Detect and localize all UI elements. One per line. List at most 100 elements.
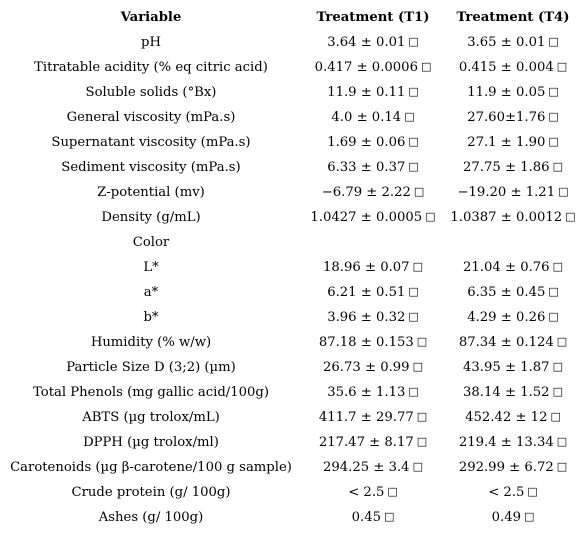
- missing-glyph-icon: □: [404, 110, 415, 123]
- table-row: a* 6.21 ± 0.51 □ 6.35 ± 0.45 □: [0, 280, 582, 305]
- table-row: Particle Size D (3;2) (µm) 26.73 ± 0.99 □ 4…: [0, 355, 582, 380]
- missing-glyph-icon: □: [556, 460, 568, 473]
- t1-value-cell: 0.45 □: [302, 510, 444, 525]
- missing-glyph-icon: □: [420, 60, 432, 73]
- t1-value-cell: 1.69 ± 0.06 □: [302, 135, 444, 150]
- table-row: b* 3.96 ± 0.32 □ 4.29 ± 0.26 □: [0, 305, 582, 330]
- t4-value: 27.60±1.76: [467, 110, 546, 125]
- t1-value-cell: 294.25 ± 3.4 □: [302, 460, 444, 475]
- missing-glyph-icon: □: [408, 85, 419, 98]
- variable-cell: ABTS (µg trolox/mL): [82, 410, 220, 425]
- t4-value-cell: 452.42 ± 12 □: [444, 410, 582, 425]
- t1-value: < 2.5: [348, 485, 385, 500]
- t4-value-cell: 38.14 ± 1.52 □: [444, 385, 582, 400]
- t4-value-cell: 1.0387 ± 0.0012 □: [444, 210, 582, 225]
- t1-value-cell: 3.96 ± 0.32 □: [302, 310, 444, 325]
- t4-value: 292.99 ± 6.72: [458, 460, 554, 475]
- table-row: Supernatant viscosity (mPa.s) 1.69 ± 0.06…: [0, 130, 582, 155]
- missing-glyph-icon: □: [527, 485, 538, 498]
- t1-value: 294.25 ± 3.4: [323, 460, 410, 475]
- t4-value: 21.04 ± 0.76: [463, 260, 550, 275]
- t4-value: 452.42 ± 12: [465, 410, 548, 425]
- t1-value-cell: 18.96 ± 0.07 □: [302, 260, 444, 275]
- t4-value: 0.49: [491, 510, 521, 525]
- t4-value-cell: 43.95 ± 1.87 □: [444, 360, 582, 375]
- missing-glyph-icon: □: [408, 35, 419, 48]
- t4-value-cell: −19.20 ± 1.21 □: [444, 185, 582, 200]
- variable-cell: Sediment viscosity (mPa.s): [61, 160, 241, 175]
- t1-value: 4.0 ± 0.14: [331, 110, 402, 125]
- t4-value: −19.20 ± 1.21: [457, 185, 556, 200]
- t1-value: 0.417 ± 0.0006: [314, 60, 418, 75]
- t4-value-cell: 27.1 ± 1.90 □: [444, 135, 582, 150]
- table-row: Soluble solids (°Bx) 11.9 ± 0.11 □ 11.9 ± 0…: [0, 80, 582, 105]
- variable-cell: pH: [141, 35, 161, 50]
- missing-glyph-icon: □: [416, 335, 428, 348]
- t1-value: 6.21 ± 0.51: [327, 285, 406, 300]
- missing-glyph-icon: □: [552, 160, 563, 173]
- t4-value: 11.9 ± 0.05: [467, 85, 546, 100]
- missing-glyph-icon: □: [408, 135, 419, 148]
- t1-value: 11.9 ± 0.11: [327, 85, 406, 100]
- missing-glyph-icon: □: [556, 335, 568, 348]
- t4-value-cell: 0.49 □: [444, 510, 582, 525]
- variable-cell: Particle Size D (3;2) (µm): [66, 360, 236, 375]
- variable-cell: Color: [132, 235, 170, 250]
- missing-glyph-icon: □: [408, 160, 419, 173]
- missing-glyph-icon: □: [565, 210, 576, 223]
- t1-value-cell: [302, 235, 444, 250]
- variable-cell: Crude protein (g/ 100g): [71, 485, 231, 500]
- t1-value-cell: 6.21 ± 0.51 □: [302, 285, 444, 300]
- table-row: DPPH (µg trolox/ml) 217.47 ± 8.17 □ 219.4 ±…: [0, 430, 582, 455]
- variable-cell: L*: [143, 260, 159, 275]
- table-row: Total Phenols (mg gallic acid/100g) 35.6 …: [0, 380, 582, 405]
- missing-glyph-icon: □: [548, 85, 559, 98]
- t4-value-cell: 27.60±1.76 □: [444, 110, 582, 125]
- t1-value: 35.6 ± 1.13: [327, 385, 406, 400]
- missing-glyph-icon: □: [408, 385, 419, 398]
- missing-glyph-icon: □: [552, 260, 563, 273]
- missing-glyph-icon: □: [412, 260, 423, 273]
- t4-value-cell: 6.35 ± 0.45 □: [444, 285, 582, 300]
- missing-glyph-icon: □: [548, 310, 559, 323]
- t4-value-cell: 87.34 ± 0.124 □: [444, 335, 582, 350]
- table-row: pH 3.64 ± 0.01 □ 3.65 ± 0.01 □: [0, 30, 582, 55]
- table-row: Humidity (% w/w) 87.18 ± 0.153 □ 87.34 ± 0.…: [0, 330, 582, 355]
- t4-value-cell: [444, 235, 582, 250]
- t1-value-cell: 217.47 ± 8.17 □: [302, 435, 444, 450]
- t1-value-cell: 35.6 ± 1.13 □: [302, 385, 444, 400]
- t4-value: 0.415 ± 0.004: [458, 60, 554, 75]
- missing-glyph-icon: □: [416, 435, 428, 448]
- table-row: Titratable acidity (% eq citric acid) 0.4…: [0, 55, 582, 80]
- missing-glyph-icon: □: [387, 485, 398, 498]
- variable-cell: Humidity (% w/w): [90, 335, 212, 350]
- t1-value-cell: −6.79 ± 2.22 □: [302, 185, 444, 200]
- t1-value: 18.96 ± 0.07: [323, 260, 410, 275]
- t4-value-cell: 219.4 ± 13.34 □: [444, 435, 582, 450]
- variable-cell: Titratable acidity (% eq citric acid): [34, 60, 268, 75]
- column-header-variable: Variable: [120, 10, 182, 25]
- t4-value: 219.4 ± 13.34: [458, 435, 554, 450]
- t1-value: 217.47 ± 8.17: [318, 435, 414, 450]
- t1-value-cell: < 2.5 □: [302, 485, 444, 500]
- t4-value-cell: 21.04 ± 0.76 □: [444, 260, 582, 275]
- t1-value: 87.18 ± 0.153: [318, 335, 414, 350]
- t4-value-cell: 4.29 ± 0.26 □: [444, 310, 582, 325]
- missing-glyph-icon: □: [412, 360, 423, 373]
- table-row: Carotenoids (µg β-carotene/100 g sample)…: [0, 455, 582, 480]
- missing-glyph-icon: □: [552, 385, 563, 398]
- t4-value: 1.0387 ± 0.0012: [450, 210, 563, 225]
- t1-value-cell: 3.64 ± 0.01 □: [302, 35, 444, 50]
- column-header-t1: Treatment (T1): [316, 10, 430, 25]
- t1-value: 0.45: [351, 510, 381, 525]
- t4-value: 4.29 ± 0.26: [467, 310, 546, 325]
- t1-value: 1.0427 ± 0.0005: [310, 210, 423, 225]
- missing-glyph-icon: □: [552, 360, 563, 373]
- variable-cell: DPPH (µg trolox/ml): [83, 435, 219, 450]
- variable-cell: Soluble solids (°Bx): [85, 85, 217, 100]
- missing-glyph-icon: □: [383, 510, 395, 523]
- missing-glyph-icon: □: [556, 60, 568, 73]
- table-row: Color: [0, 230, 582, 255]
- table-row: L* 18.96 ± 0.07 □ 21.04 ± 0.76 □: [0, 255, 582, 280]
- missing-glyph-icon: □: [416, 410, 428, 423]
